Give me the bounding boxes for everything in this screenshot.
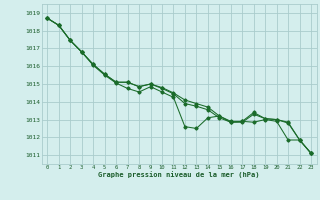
X-axis label: Graphe pression niveau de la mer (hPa): Graphe pression niveau de la mer (hPa) <box>99 172 260 178</box>
